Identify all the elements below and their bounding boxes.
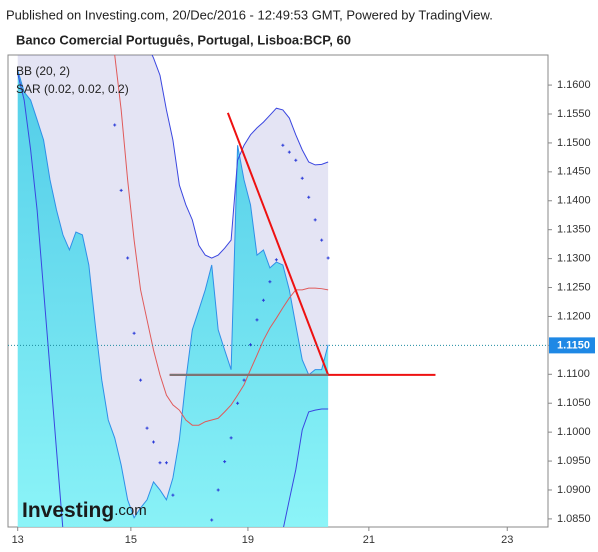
sar-dot (320, 238, 324, 242)
x-tick-label: 13 (12, 534, 24, 546)
logo: Investing.com (22, 499, 147, 522)
y-tick-label: 1.1200 (557, 310, 591, 322)
sar-dot (261, 298, 265, 302)
logo-suffix: .com (114, 502, 147, 519)
bb-middle (114, 55, 329, 426)
sar-dot (210, 518, 214, 522)
sar-dot (145, 426, 149, 430)
sar-dot (255, 318, 259, 322)
last-price-label: 1.1150 (557, 339, 590, 351)
sar-dot (132, 331, 136, 335)
y-tick-label: 1.1600 (557, 79, 591, 91)
bb-upper (151, 55, 329, 259)
y-tick-label: 1.0900 (557, 484, 591, 496)
sar-dot (313, 218, 317, 222)
sar-dot (300, 176, 304, 180)
sar-dot (171, 493, 175, 497)
sar-dot (119, 188, 123, 192)
sar-dot (152, 440, 156, 444)
x-tick-label: 19 (242, 534, 254, 546)
sar-dot (158, 461, 162, 465)
sar-dot (307, 195, 311, 199)
sar-dot (268, 280, 272, 284)
y-tick-label: 1.1000 (557, 426, 591, 438)
sar-dot (223, 460, 227, 464)
sar-dot (139, 378, 143, 382)
y-tick-label: 1.1100 (557, 368, 590, 380)
sar-dot (164, 461, 168, 465)
y-tick-label: 1.1050 (557, 397, 591, 409)
sar-dot (281, 143, 285, 147)
sar-dot (326, 256, 330, 260)
sar-dot (229, 436, 233, 440)
sar-dot (249, 343, 253, 347)
legend-sar: SAR (0.02, 0.02, 0.2) (16, 82, 129, 96)
published: Published on Investing.com, 20/Dec/2016 … (6, 7, 493, 22)
y-tick-label: 1.1350 (557, 224, 591, 236)
price-line (17, 69, 329, 519)
y-tick-label: 1.1250 (557, 281, 591, 293)
sar-dot (287, 150, 291, 154)
y-tick-label: 1.1400 (557, 195, 591, 207)
sar-dot (242, 378, 246, 382)
trend-line (226, 112, 330, 376)
y-tick-label: 1.0950 (557, 455, 591, 467)
chart-title: Banco Comercial Português, Portugal, Lis… (16, 32, 351, 47)
logo-main: Investing (22, 499, 114, 522)
x-tick-label: 23 (501, 534, 513, 546)
legend-bb: BB (20, 2) (16, 64, 70, 78)
y-tick-label: 1.1450 (557, 166, 591, 178)
axes: 1.0850 1.0900 1.0950 1.1000 1.1050 1.1100 1.11… (12, 79, 595, 546)
price-area (17, 70, 329, 527)
sar-dot (274, 258, 278, 262)
sar-dot (216, 488, 220, 492)
sar-dot (294, 158, 298, 162)
y-tick-label: 1.1550 (557, 108, 591, 120)
plot (8, 55, 548, 527)
y-tick-label: 1.1300 (557, 253, 591, 265)
x-tick-label: 15 (125, 534, 137, 546)
y-tick-label: 1.0850 (557, 513, 591, 525)
y-tick-label: 1.1500 (557, 137, 591, 149)
sar-dot (126, 256, 130, 260)
sar-dot (236, 401, 240, 405)
last-price-box (549, 337, 595, 354)
sar-dot (113, 123, 117, 127)
x-tick-label: 21 (363, 534, 375, 546)
